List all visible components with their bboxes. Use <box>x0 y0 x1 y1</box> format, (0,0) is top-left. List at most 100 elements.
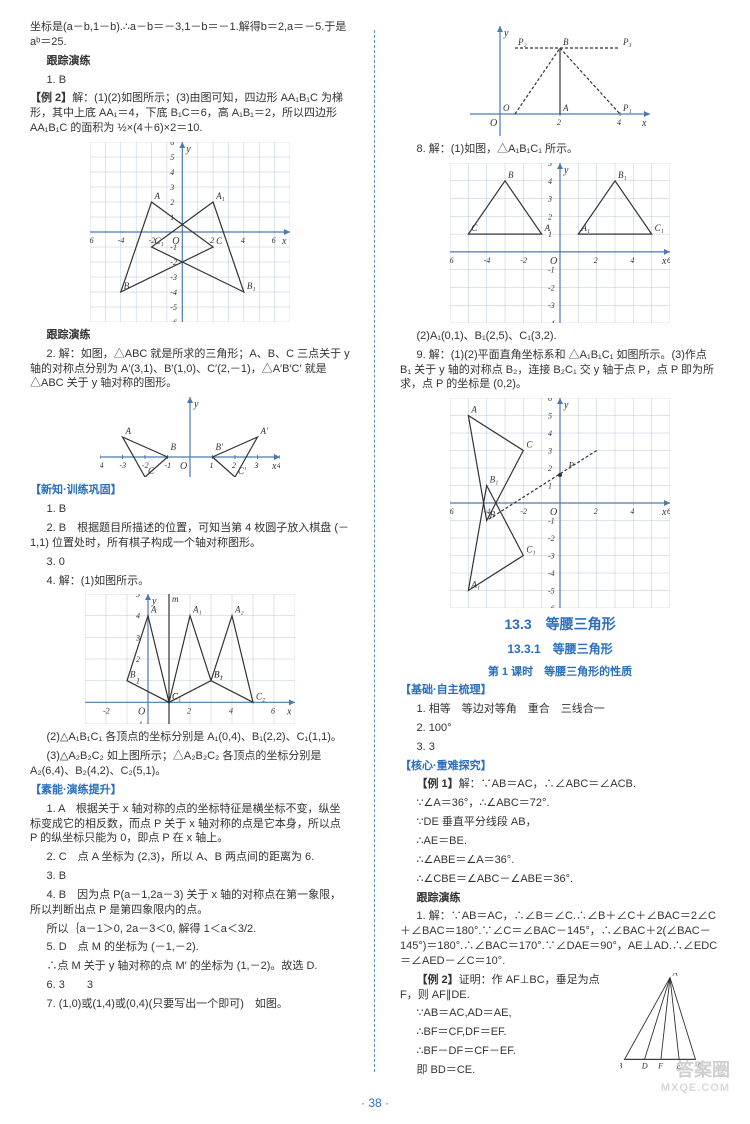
svg-text:O: O <box>503 103 510 113</box>
svg-text:m: m <box>172 594 179 604</box>
svg-text:B: B <box>490 510 496 520</box>
svg-text:B: B <box>171 442 177 452</box>
svg-text:y: y <box>503 28 509 39</box>
svg-text:A₁: A₁ <box>470 580 480 590</box>
text: ∴AE＝BE. <box>400 834 720 849</box>
svg-text:O: O <box>138 707 145 718</box>
svg-text:-1: -1 <box>165 461 172 470</box>
svg-text:A: A <box>544 223 551 233</box>
text: 9. 解：(1)(2)平面直角坐标系和 △A₁B₁C₁ 如图所示。(3)作点 B… <box>400 348 720 393</box>
svg-text:C′: C′ <box>238 466 247 476</box>
section-subtitle: 13.3.1 等腰三角形 <box>400 640 720 657</box>
svg-text:6: 6 <box>170 142 174 147</box>
svg-text:4: 4 <box>617 118 621 127</box>
text: (2)△A₁B₁C₁ 各顶点的坐标分别是 A₁(0,4)、B₁(2,2)、C₁(… <box>30 730 350 745</box>
text: 即 BD＝CE. <box>400 1063 614 1078</box>
svg-text:2: 2 <box>136 655 140 664</box>
svg-text:-4: -4 <box>170 288 177 297</box>
svg-text:-6: -6 <box>170 318 177 322</box>
ex-head: 【例 1】 <box>417 778 459 790</box>
text: ∵DE 垂直平分线段 AB， <box>400 815 720 830</box>
svg-text:3: 3 <box>547 447 552 456</box>
text: 7. (1,0)或(1,4)或(0,4)(只要写出一个即可) 如图。 <box>30 997 350 1012</box>
coord-grid-figure-6: xyO-6-4-2246-6-5-4-3-2-1123456ACBA₁C₁B₁P <box>450 398 670 608</box>
text: (2)A₁(0,1)、B₁(2,5)、C₁(3,2). <box>400 329 720 344</box>
svg-text:C: C <box>148 466 155 476</box>
svg-text:-2: -2 <box>548 534 555 543</box>
svg-text:A₁: A₁ <box>192 605 202 615</box>
text: ∴∠CBE＝∠ABC－∠ABE＝36°. <box>400 872 720 887</box>
example-2: 【例 2】解：(1)(2)如图所示；(3)由图可知，四边形 AA₁B₁C 为梯形… <box>30 91 350 136</box>
left-column: 坐标是(a－b,1－b).∴a－b＝－3,1－b＝－1.解得b＝2,a＝－5.于… <box>30 20 350 1082</box>
text: 3. B <box>30 869 350 884</box>
svg-text:4: 4 <box>548 177 552 186</box>
svg-text:y: y <box>563 165 569 176</box>
text: 6. 3 3 <box>30 978 350 993</box>
svg-text:A: A <box>672 973 679 978</box>
svg-text:4: 4 <box>630 256 634 265</box>
svg-text:A₁: A₁ <box>215 191 225 201</box>
core-heading: 【核心·重难探究】 <box>400 759 720 774</box>
svg-text:B₁: B₁ <box>618 170 627 180</box>
svg-text:-1: -1 <box>136 720 143 724</box>
section-heading: 【新知·训练巩固】 <box>30 483 350 498</box>
svg-text:2: 2 <box>170 198 174 207</box>
svg-text:-6: -6 <box>90 236 94 245</box>
svg-text:3: 3 <box>547 194 552 203</box>
svg-text:3: 3 <box>169 183 174 192</box>
svg-text:2: 2 <box>548 464 552 473</box>
watermark-sub: MXQE.COM <box>661 1082 730 1094</box>
svg-text:A: A <box>154 191 161 201</box>
text: 4. 解：(1)如图所示。 <box>30 574 350 589</box>
svg-text:A: A <box>150 605 157 615</box>
svg-text:4: 4 <box>630 507 634 516</box>
text: 1. B <box>30 502 350 517</box>
svg-text:-3: -3 <box>548 552 555 561</box>
svg-text:-3: -3 <box>548 301 555 310</box>
svg-text:-2: -2 <box>520 256 527 265</box>
svg-text:5: 5 <box>548 163 552 168</box>
tracking-head: 跟踪演练 <box>400 891 720 906</box>
svg-text:x: x <box>281 236 287 247</box>
svg-text:B₁: B₁ <box>490 475 499 485</box>
svg-text:5: 5 <box>548 412 552 421</box>
tracking-head: 跟踪演练 <box>30 328 350 343</box>
svg-text:B: B <box>563 37 569 47</box>
svg-text:-3: -3 <box>120 461 127 470</box>
svg-text:5: 5 <box>170 153 174 162</box>
right-column: xyO24OAP₁P₂BP₃ 8. 解：(1)如图，△A₁B₁C₁ 所示。 xy… <box>400 20 720 1082</box>
tracking-head: 跟踪演练 <box>30 54 350 69</box>
coord-figure-4: xyO24OAP₁P₂BP₃ <box>470 26 650 136</box>
svg-text:5: 5 <box>136 594 140 599</box>
svg-text:C₁: C₁ <box>655 223 664 233</box>
svg-text:-6: -6 <box>450 256 454 265</box>
svg-text:O: O <box>180 461 187 472</box>
svg-text:A′: A′ <box>260 426 269 436</box>
svg-text:6: 6 <box>271 707 275 716</box>
svg-text:4: 4 <box>170 168 174 177</box>
text: 坐标是(a－b,1－b).∴a－b＝－3,1－b＝－1.解得b＝2,a＝－5.于… <box>30 20 350 50</box>
text: 2. 解：如图，△ABC 就是所求的三角形；A、B、C 三点关于 y 轴的对称点… <box>30 347 350 392</box>
svg-text:-5: -5 <box>548 587 555 596</box>
text: ∴∠ABE＝∠A＝36°. <box>400 853 720 868</box>
text: 2. 100° <box>400 721 720 736</box>
svg-text:A: A <box>125 426 132 436</box>
svg-text:4: 4 <box>229 707 233 716</box>
svg-text:-6: -6 <box>450 507 454 516</box>
svg-text:2: 2 <box>548 212 552 221</box>
svg-text:P₃: P₃ <box>622 37 632 47</box>
text: ∴BF＝CF,DF＝EF. <box>400 1025 614 1040</box>
text: 解：∵AB＝AC，∴∠ABC＝∠ACB. <box>459 778 636 790</box>
svg-text:B: B <box>508 170 514 180</box>
example-2: 【例 2】证明：作 AF⊥BC，垂足为点 F，则 AF∥DE. <box>400 973 614 1003</box>
svg-text:P₁: P₁ <box>622 103 632 113</box>
svg-text:2: 2 <box>557 118 561 127</box>
svg-text:-4: -4 <box>118 236 125 245</box>
svg-text:x: x <box>641 118 647 129</box>
text: 1. A 根据关于 x 轴对称的点的坐标特征是横坐标不变，纵坐标变成它的相反数，… <box>30 802 350 847</box>
text: 2. B 根据题目所描述的位置，可知当第 4 枚圆子放入棋盘 (－1,1) 位置… <box>30 521 350 551</box>
coord-grid-figure-1: xyO-6-4-2246-6-5-4-3-2-1123456ABCA₁B₁C₁ <box>90 142 290 322</box>
svg-text:3: 3 <box>254 461 259 470</box>
svg-text:O: O <box>490 118 497 129</box>
svg-text:1: 1 <box>136 677 140 686</box>
